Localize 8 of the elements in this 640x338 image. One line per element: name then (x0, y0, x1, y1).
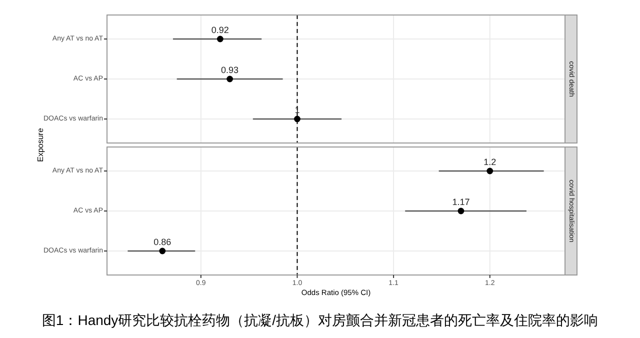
y-axis-title: Exposure (36, 128, 45, 162)
data-label: 1 (294, 105, 300, 115)
data-label: 0.93 (221, 65, 239, 75)
caption: 图1：Handy研究比较抗栓药物（抗凝/抗板）对房颤合并新冠患者的死亡率及住院率的影响 (42, 312, 598, 328)
data-label: 1.17 (452, 197, 470, 207)
data-label: 1.2 (484, 157, 496, 167)
data-label: 0.86 (154, 237, 172, 247)
data-label: 0.92 (211, 25, 229, 35)
